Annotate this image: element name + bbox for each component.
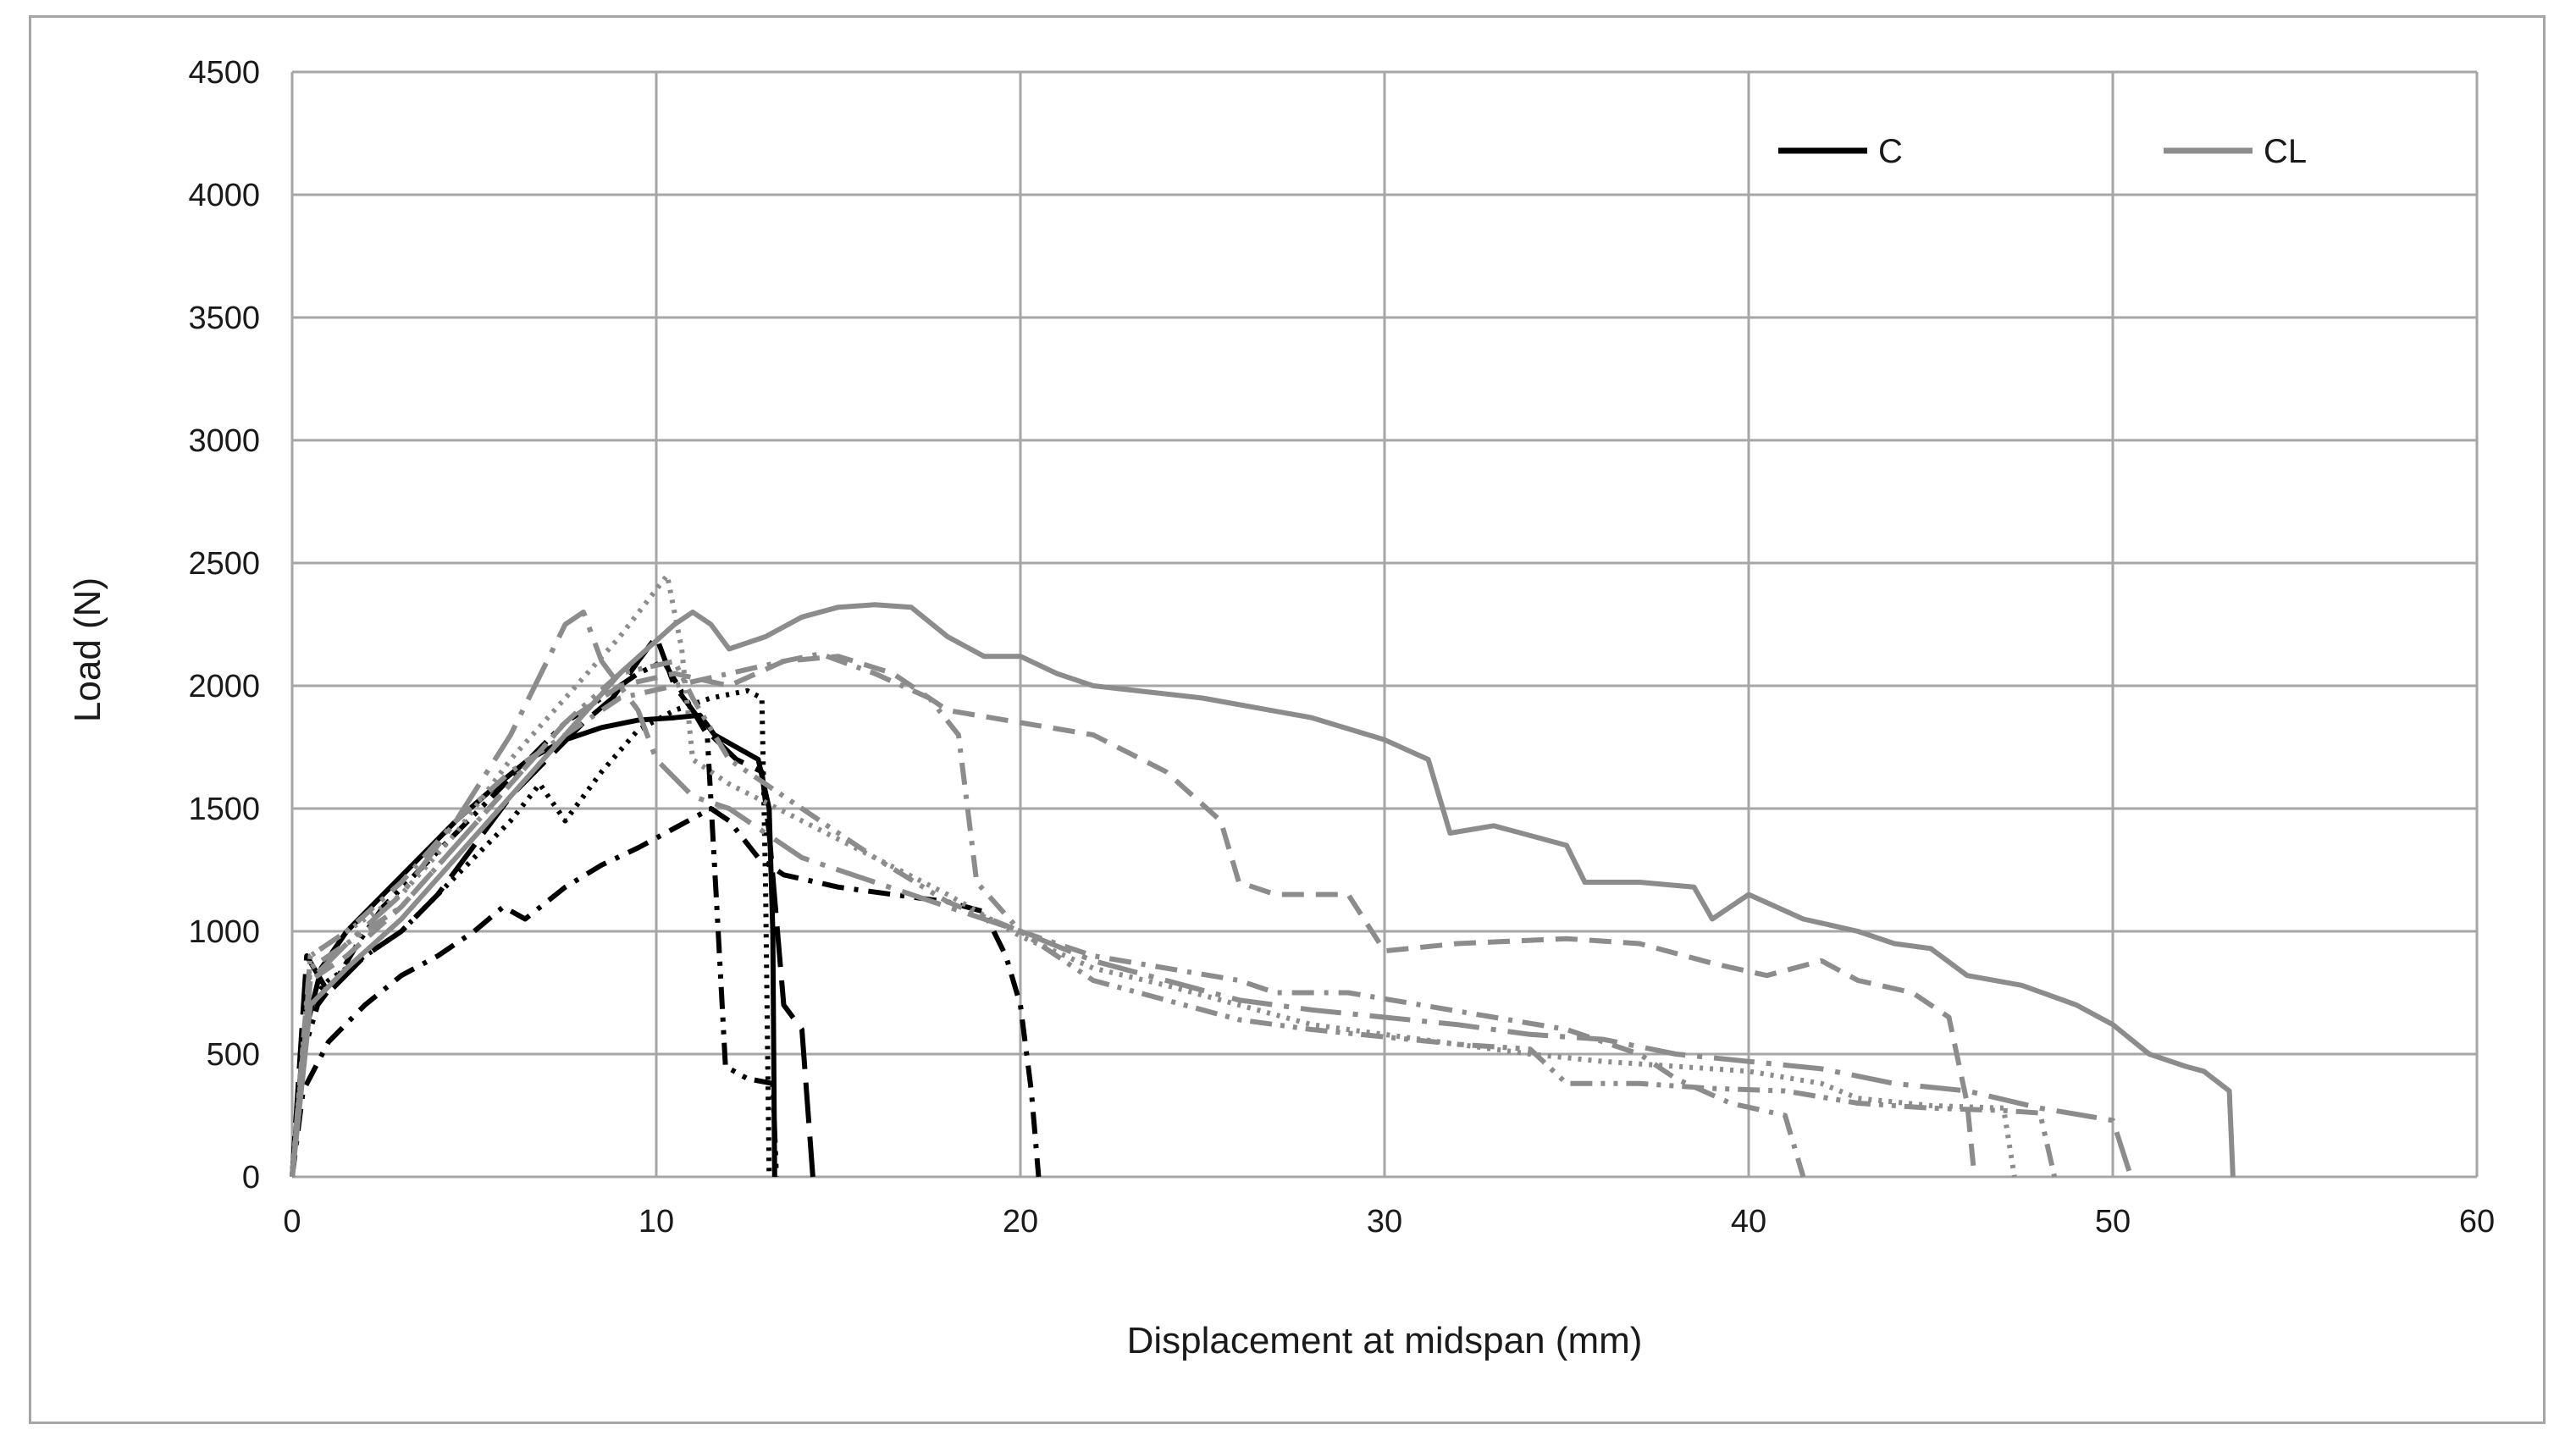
series-line-cl-7	[290, 572, 2017, 1178]
y-tick-label: 1500	[188, 792, 260, 827]
y-tick-label: 4000	[188, 178, 260, 213]
y-tick-label: 2000	[188, 669, 260, 704]
x-tick-label: 60	[2459, 1204, 2495, 1239]
series-line-cl-8	[290, 651, 1806, 1178]
y-tick-label: 3500	[188, 301, 260, 336]
series-line-c-0	[290, 712, 777, 1178]
series-line-c-3	[290, 659, 779, 1178]
y-axis-title: Load (N)	[67, 577, 108, 722]
y-tick-labels: 0 500 1000 1500 2000 2500 3000 3500 4000 4500	[188, 55, 260, 1195]
y-tick-label: 1000	[188, 914, 260, 950]
series-line-c-4	[290, 634, 815, 1178]
grid-lines	[290, 70, 2479, 1179]
series-line-cl-5	[290, 602, 2236, 1178]
y-tick-label: 500	[207, 1037, 260, 1073]
x-axis-title: Displacement at midspan (mm)	[1127, 1320, 1643, 1361]
legend-label-cl: CL	[2264, 133, 2307, 170]
series-line-c-1	[290, 806, 1042, 1178]
chart-frame	[29, 15, 2546, 1424]
y-tick-label: 2500	[188, 546, 260, 582]
legend: C CL	[1778, 133, 2307, 170]
y-tick-label: 4500	[188, 55, 260, 91]
x-tick-label: 10	[638, 1204, 674, 1239]
x-tick-labels: 0 10 20 30 40 50 60	[283, 1204, 2495, 1239]
series-line-cl-10	[290, 659, 2058, 1178]
series-line-cl-9	[290, 610, 2134, 1178]
series-lines	[290, 572, 2236, 1178]
legend-label-c: C	[1878, 133, 1903, 170]
x-tick-label: 50	[2095, 1204, 2131, 1239]
x-tick-label: 30	[1367, 1204, 1402, 1239]
y-tick-label: 3000	[188, 423, 260, 459]
series-line-cl-6	[290, 654, 1977, 1178]
x-tick-label: 0	[283, 1204, 301, 1239]
x-tick-label: 20	[1003, 1204, 1038, 1239]
x-tick-label: 40	[1731, 1204, 1766, 1239]
y-tick-label: 0	[242, 1160, 260, 1195]
